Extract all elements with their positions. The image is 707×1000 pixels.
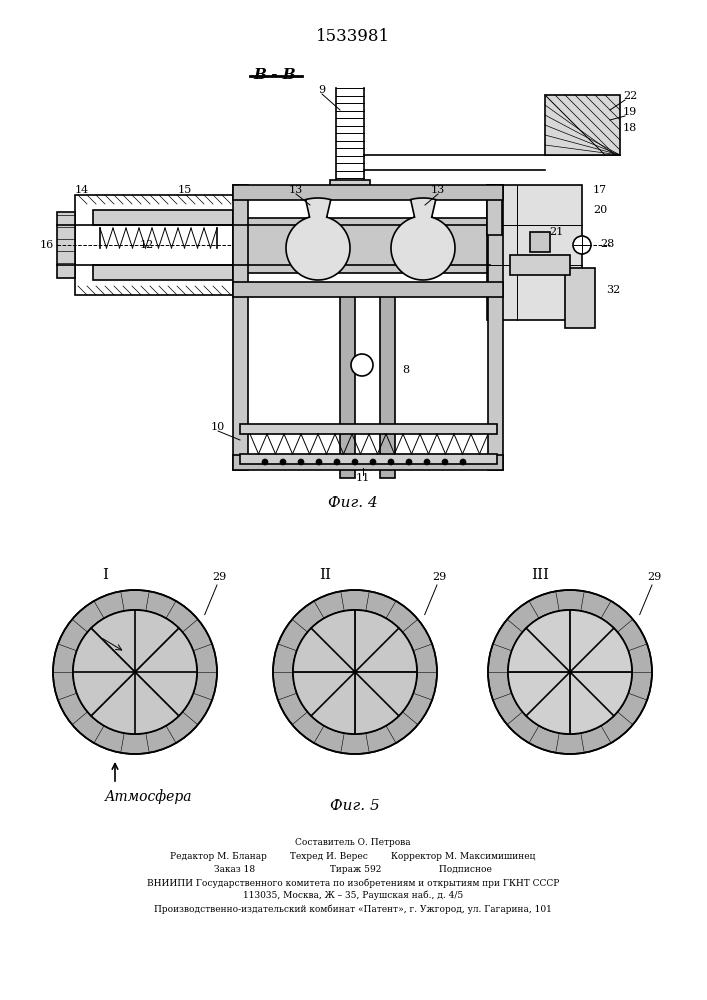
- Circle shape: [508, 610, 632, 734]
- Wedge shape: [570, 672, 632, 734]
- Text: 18: 18: [623, 123, 637, 133]
- Text: Атмосфера: Атмосфера: [105, 789, 192, 804]
- Bar: [565, 268, 595, 328]
- Circle shape: [370, 459, 376, 465]
- Text: Редактор М. Бланар        Техред И. Верес        Корректор М. Максимишинец: Редактор М. Бланар Техред И. Верес Корре…: [170, 852, 536, 861]
- Text: Производственно-издательский комбинат «Патент», г. Ужгород, ул. Гагарина, 101: Производственно-издательский комбинат «П…: [154, 904, 552, 914]
- Bar: [233, 218, 490, 273]
- Text: 19: 19: [623, 107, 637, 117]
- Circle shape: [352, 459, 358, 465]
- Bar: [340, 283, 355, 478]
- Polygon shape: [286, 198, 350, 280]
- Circle shape: [280, 459, 286, 465]
- Bar: [240, 424, 497, 434]
- Wedge shape: [91, 672, 179, 734]
- Text: 13: 13: [431, 185, 445, 195]
- Text: 21: 21: [549, 227, 563, 237]
- Circle shape: [388, 459, 394, 465]
- Circle shape: [460, 459, 466, 465]
- Circle shape: [293, 610, 417, 734]
- Text: 29: 29: [432, 572, 446, 582]
- Wedge shape: [355, 610, 417, 672]
- Text: 8: 8: [402, 365, 409, 375]
- Circle shape: [262, 459, 268, 465]
- Bar: [233, 455, 503, 470]
- Bar: [488, 185, 503, 470]
- Text: 16: 16: [40, 240, 54, 250]
- Text: ВНИИПИ Государственного комитета по изобретениям и открытиям при ГКНТ СССР: ВНИИПИ Государственного комитета по изоб…: [147, 878, 559, 888]
- Text: 28: 28: [600, 239, 614, 249]
- Circle shape: [573, 236, 591, 254]
- Bar: [55, 88, 625, 503]
- Wedge shape: [508, 610, 570, 672]
- Circle shape: [488, 590, 652, 754]
- Wedge shape: [508, 672, 570, 734]
- Text: 11: 11: [356, 473, 370, 483]
- Text: 113035, Москва, Ж – 35, Раушская наб., д. 4/5: 113035, Москва, Ж – 35, Раушская наб., д…: [243, 891, 463, 900]
- Text: 20: 20: [593, 205, 607, 215]
- Text: 10: 10: [211, 422, 225, 432]
- Circle shape: [424, 459, 430, 465]
- Wedge shape: [570, 610, 632, 672]
- Text: II: II: [319, 568, 331, 582]
- Bar: [93, 265, 233, 280]
- Bar: [487, 185, 502, 235]
- Text: 13: 13: [289, 185, 303, 195]
- Text: 17: 17: [593, 185, 607, 195]
- Text: 1533981: 1533981: [316, 28, 390, 45]
- Bar: [233, 185, 503, 200]
- Bar: [545, 95, 620, 155]
- Text: Фиг. 5: Фиг. 5: [330, 799, 380, 813]
- Circle shape: [316, 459, 322, 465]
- Circle shape: [442, 459, 448, 465]
- Bar: [233, 185, 248, 470]
- Wedge shape: [73, 628, 135, 716]
- Bar: [240, 454, 497, 464]
- Wedge shape: [91, 610, 179, 672]
- Text: B - B: B - B: [254, 68, 296, 82]
- Circle shape: [273, 590, 437, 754]
- Text: 14: 14: [75, 185, 89, 195]
- Circle shape: [73, 610, 197, 734]
- Text: Д: Д: [143, 685, 152, 695]
- Text: 29: 29: [647, 572, 661, 582]
- Polygon shape: [391, 198, 455, 280]
- Text: Заказ 18                          Тираж 592                    Подписное: Заказ 18 Тираж 592 Подписное: [214, 865, 492, 874]
- Text: 32: 32: [606, 285, 620, 295]
- Bar: [57, 212, 75, 278]
- Wedge shape: [355, 672, 417, 734]
- Circle shape: [406, 459, 412, 465]
- Text: 29: 29: [212, 572, 226, 582]
- Wedge shape: [135, 628, 197, 716]
- Text: 9: 9: [318, 85, 325, 95]
- Text: III: III: [531, 568, 549, 582]
- Circle shape: [334, 459, 340, 465]
- Bar: [487, 185, 582, 320]
- Text: Г: Г: [143, 659, 151, 669]
- Bar: [380, 283, 395, 478]
- Text: 15: 15: [178, 185, 192, 195]
- Circle shape: [298, 459, 304, 465]
- Bar: [93, 210, 233, 225]
- Bar: [510, 255, 570, 275]
- Text: I: I: [102, 568, 108, 582]
- Wedge shape: [293, 610, 355, 672]
- Text: Составитель О. Петрова: Составитель О. Петрова: [296, 838, 411, 847]
- Text: Фиг. 4: Фиг. 4: [328, 496, 378, 510]
- Bar: [530, 232, 550, 252]
- Text: 22: 22: [623, 91, 637, 101]
- Wedge shape: [293, 672, 355, 734]
- Bar: [330, 180, 370, 192]
- Text: 12: 12: [140, 240, 154, 250]
- Bar: [75, 195, 235, 295]
- Circle shape: [351, 354, 373, 376]
- Circle shape: [53, 590, 217, 754]
- Bar: [233, 282, 503, 297]
